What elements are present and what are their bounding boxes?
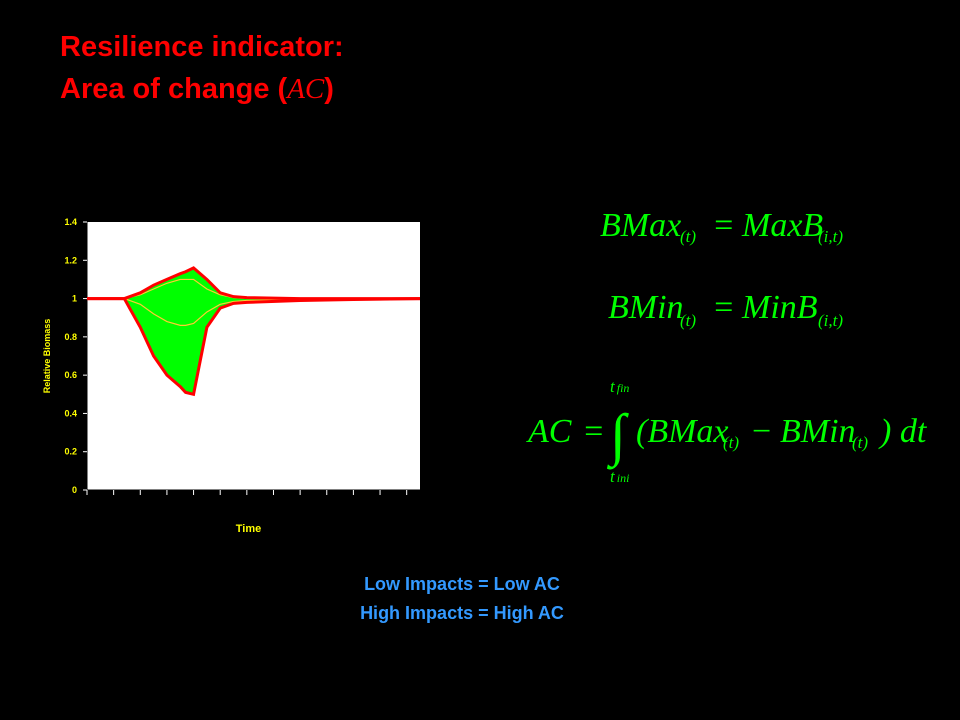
line-series xyxy=(87,297,421,397)
formula-bmax: BMax (t) = MaxB (i,t) xyxy=(600,207,843,246)
formula-term: ) dt xyxy=(878,413,928,450)
title-text: Area of change ( xyxy=(60,73,288,105)
footer-line: Low Impacts = Low AC xyxy=(364,574,560,594)
title-line-1: Resilience indicator: xyxy=(60,31,344,63)
y-tick-label: 0.8 xyxy=(64,332,77,342)
formula-term: BMin xyxy=(608,289,684,326)
y-tick-label: 0.2 xyxy=(64,447,77,457)
formula-eq: = xyxy=(712,289,735,326)
formula-sub: (t) xyxy=(723,433,739,452)
formula-term: MaxB xyxy=(741,207,823,244)
formula-term: BMin xyxy=(780,413,856,450)
y-tick-label: 1 xyxy=(72,294,77,304)
title-ac: AC xyxy=(285,73,325,105)
formula-integral: ∫ xyxy=(606,402,629,470)
formula-limit: t fin xyxy=(610,377,629,396)
formula-sub: (t) xyxy=(680,311,696,330)
limit-t: t xyxy=(610,467,616,486)
y-tick-label: 1.2 xyxy=(64,255,77,265)
limit-sub: fin xyxy=(617,381,630,395)
formula-limit: t ini xyxy=(610,467,629,486)
formula-term: MinB xyxy=(741,289,818,326)
x-axis-label: Time xyxy=(236,523,261,535)
chart: 0 0.2 0.4 0.6 0.8 1 1.2 1.4 Relative Biomass Time xyxy=(42,217,421,535)
plot-area xyxy=(87,222,420,490)
formula-term: (BMax xyxy=(636,413,729,450)
formula-sub: (i,t) xyxy=(818,227,843,246)
line-series xyxy=(87,266,420,301)
limit-t: t xyxy=(610,377,616,396)
limit-sub: ini xyxy=(617,471,630,485)
formula-sub: (t) xyxy=(680,227,696,246)
formula-term: BMax xyxy=(600,207,681,244)
y-tick-label: 0.4 xyxy=(64,408,77,418)
formula-eq: = xyxy=(712,207,735,244)
footer-line: High Impacts = High AC xyxy=(360,603,564,623)
formula-sub: (t) xyxy=(852,433,868,452)
formula-minus: − xyxy=(752,413,771,450)
formula-sub: (i,t) xyxy=(818,311,843,330)
formula-ac: AC = ∫ t fin t ini (BMax (t) − BMin (t) ) … xyxy=(526,377,928,486)
y-axis-label: Relative Biomass xyxy=(42,319,52,394)
y-tick-label: 0 xyxy=(72,485,77,495)
title-end: ) xyxy=(324,73,334,105)
formula-bmin: BMin (t) = MinB (i,t) xyxy=(608,289,843,330)
formula-term: AC xyxy=(526,413,572,450)
y-tick-label: 1.4 xyxy=(64,217,77,227)
y-tick-label: 0.6 xyxy=(64,370,77,380)
formula-eq: = xyxy=(582,413,605,450)
title-line-2: Area of change (AC) xyxy=(60,73,334,105)
